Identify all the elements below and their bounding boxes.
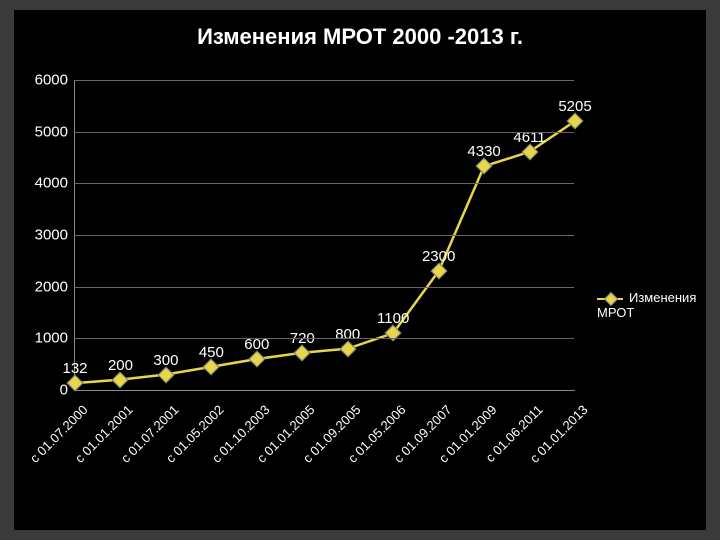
grid-line [74, 287, 574, 288]
y-axis-label: 4000 [14, 175, 68, 192]
y-axis-label: 5000 [14, 123, 68, 140]
value-label: 300 [153, 352, 178, 369]
y-axis-label: 0 [14, 382, 68, 399]
legend: Изменения МРОТ [597, 290, 707, 320]
grid-line [74, 132, 574, 133]
chart-area: 1322003004506007208001100230043304611520… [14, 70, 706, 530]
value-label: 800 [335, 326, 360, 343]
value-label: 5205 [558, 98, 591, 115]
slide: Изменения МРОТ 2000 -2013 г. 132 200 300 45… [0, 0, 720, 540]
value-label: 132 [62, 360, 87, 377]
y-axis-label: 6000 [14, 72, 68, 89]
y-axis-label: 1000 [14, 330, 68, 347]
grid-line [74, 235, 574, 236]
value-label: 4330 [467, 143, 500, 160]
y-axis-label: 3000 [14, 227, 68, 244]
value-label: 450 [199, 344, 224, 361]
value-label: 2300 [422, 248, 455, 265]
y-axis-label: 2000 [14, 278, 68, 295]
value-label: 1100 [377, 310, 409, 327]
grid-line [74, 80, 574, 81]
grid-line [74, 338, 574, 339]
chart-panel: Изменения МРОТ 2000 -2013 г. 132 200 300 45… [14, 10, 706, 530]
grid-line [74, 183, 574, 184]
legend-marker-icon [597, 298, 623, 300]
value-label: 200 [108, 357, 133, 374]
chart-title: Изменения МРОТ 2000 -2013 г. [14, 10, 706, 50]
